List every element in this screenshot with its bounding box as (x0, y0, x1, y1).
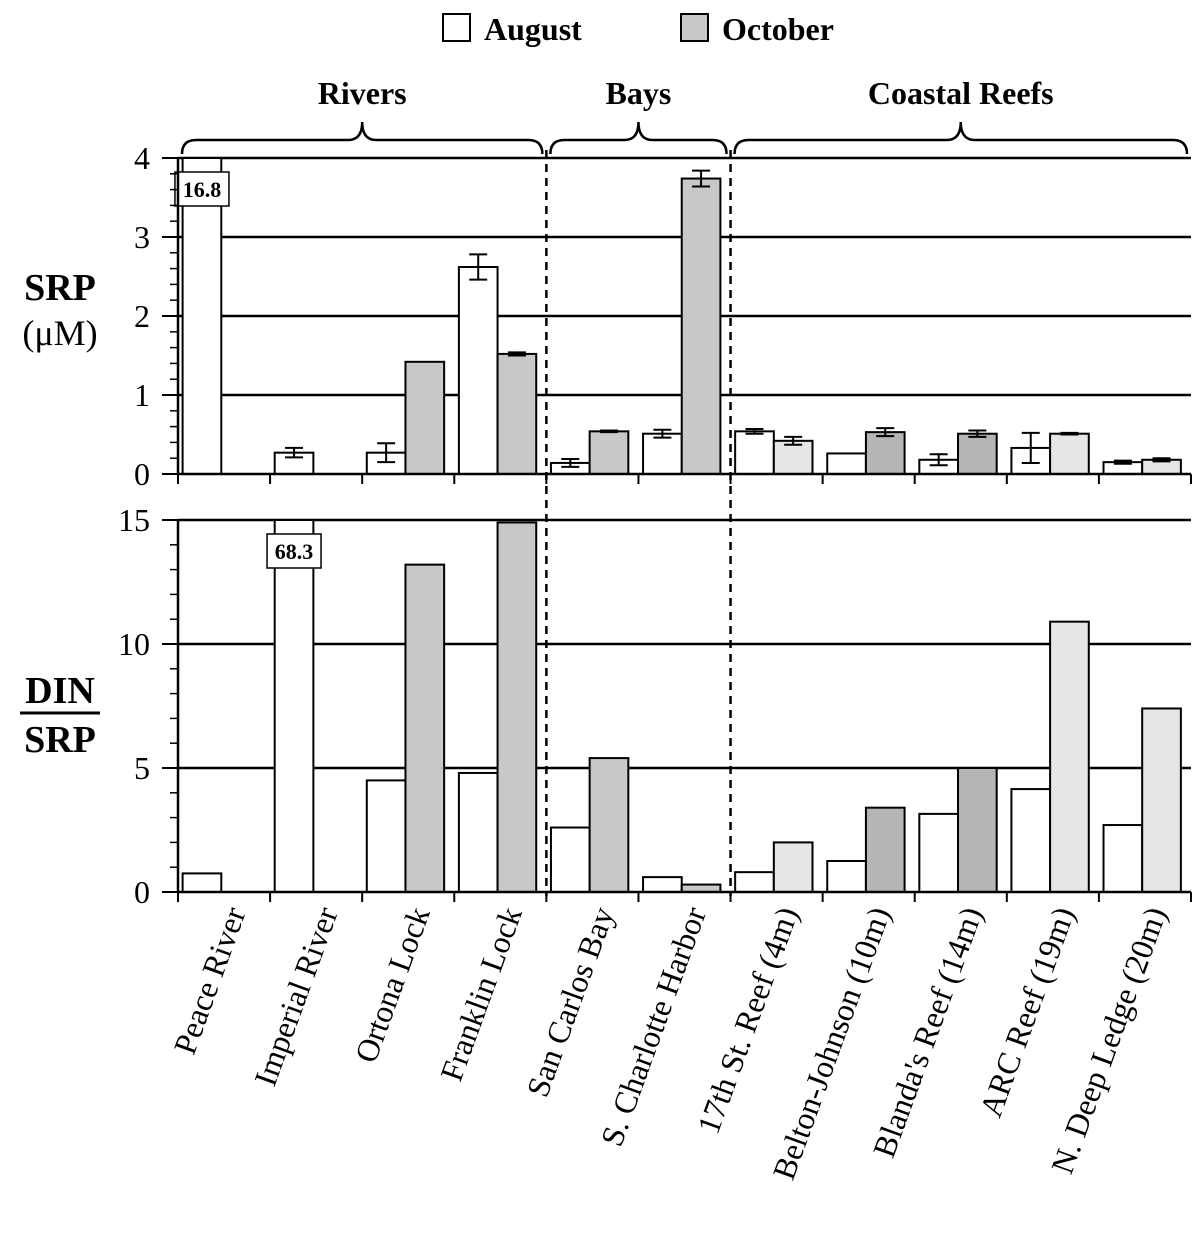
srp-y-tick-label: 1 (134, 377, 150, 413)
srp-panel: 16.8 0 1 2 3 4 SRP (μM) (22, 140, 1192, 492)
srp-y-tick-label: 4 (134, 140, 150, 176)
srp-error-bar-august-s-charlotte-harbor (653, 428, 672, 439)
legend-august-label: August (484, 11, 582, 47)
din-srp-bar-august-belton-johnson-10m (826, 860, 867, 893)
category-label-arc-reef-19m: ARC Reef (19m) (972, 902, 1081, 1121)
srp-error-bar-october-s-charlotte-harbor (692, 169, 711, 188)
srp-error-bar-october-belton-johnson-10m (876, 427, 895, 438)
category-label-17th-st-reef-4m: 17th St. Reef (4m) (690, 902, 805, 1138)
din-srp-bar-august-17th-st-reef-4m (734, 871, 775, 893)
srp-bar-october-blanda-s-reef-14m (957, 432, 998, 475)
srp-error-bar-october-san-carlos-bay (599, 429, 618, 434)
din-srp-y-tick-label: 15 (118, 502, 150, 538)
srp-error-bar-october-n-deep-ledge-20m (1152, 457, 1171, 463)
srp-error-bar-august-17th-st-reef-4m (745, 427, 764, 435)
category-label-franklin-lock: Franklin Lock (433, 902, 529, 1086)
srp-error-bar-august-franklin-lock (469, 253, 488, 281)
din-srp-bar-august-ortona-lock (365, 779, 407, 894)
din-srp-bar-august-arc-reef-19m (1010, 788, 1052, 894)
din-srp-ylabel-numerator: DIN (25, 670, 95, 712)
legend: August October (442, 11, 834, 47)
srp-error-bar-october-arc-reef-19m (1060, 431, 1079, 436)
srp-error-bar-august-ortona-lock (377, 442, 396, 464)
srp-bar-october-san-carlos-bay (588, 430, 630, 475)
din-srp-bar-august-n-deep-ledge-20m (1102, 824, 1144, 893)
srp-error-bar-august-blanda-s-reef-14m (929, 453, 948, 467)
din-srp-bar-october-n-deep-ledge-20m (1141, 707, 1182, 893)
din-srp-bar-october-blanda-s-reef-14m (957, 767, 998, 893)
din-srp-offscale-value-label: 68.3 (266, 533, 322, 569)
din-srp-bars: 68.3 (181, 519, 1182, 894)
category-label-imperial-river: Imperial River (247, 902, 345, 1091)
category-label-ortona-lock: Ortona Lock (347, 902, 436, 1067)
din-srp-ylabel-denominator: SRP (24, 719, 96, 761)
din-srp-bar-october-belton-johnson-10m (864, 806, 906, 893)
legend-august-swatch (442, 13, 471, 42)
srp-error-bar-august-arc-reef-19m (1021, 431, 1040, 464)
din-srp-bar-october-arc-reef-19m (1049, 620, 1090, 893)
srp-bar-august-17th-st-reef-4m (734, 430, 775, 475)
srp-ylabel: SRP (24, 267, 96, 309)
din-srp-bar-august-imperial-river (273, 519, 315, 893)
srp-bar-october-franklin-lock (496, 352, 538, 476)
srp-bar-october-arc-reef-19m (1049, 432, 1090, 475)
din-srp-y-tick-label: 5 (134, 750, 150, 786)
din-srp-bar-october-franklin-lock (496, 521, 538, 893)
din-srp-axis: 0 5 10 15 (118, 502, 1192, 910)
group-label-rivers: Rivers (318, 75, 407, 111)
group-label-coastal-reefs: Coastal Reefs (868, 75, 1054, 111)
group-label-bays: Bays (606, 75, 672, 111)
din-srp-bar-october-17th-st-reef-4m (772, 841, 814, 894)
din-srp-bar-august-san-carlos-bay (549, 826, 591, 894)
din-srp-bar-august-blanda-s-reef-14m (918, 812, 960, 894)
srp-error-bar-october-blanda-s-reef-14m (968, 429, 987, 438)
srp-bars: 16.8 (174, 157, 1182, 476)
din-srp-bar-october-ortona-lock (404, 563, 446, 893)
category-label-peace-river: Peace River (166, 902, 253, 1059)
srp-bar-october-ortona-lock (404, 360, 446, 476)
group-brace-coastal-reefs (733, 121, 1189, 155)
din-srp-y-tick-label: 10 (118, 626, 150, 662)
srp-bar-october-s-charlotte-harbor (680, 177, 722, 475)
srp-bar-october-17th-st-reef-4m (772, 439, 814, 476)
legend-october-label: October (722, 11, 834, 47)
din-srp-bar-august-peace-river (181, 872, 223, 894)
legend-october-swatch (680, 13, 709, 42)
group-braces: Rivers Bays Coastal Reefs (180, 75, 1189, 155)
category-label-san-carlos-bay: San Carlos Bay (519, 902, 621, 1101)
din-srp-bar-august-s-charlotte-harbor (642, 876, 683, 893)
srp-y-tick-label: 3 (134, 219, 150, 255)
din-srp-gridlines (178, 518, 1191, 770)
srp-error-bar-october-franklin-lock (507, 351, 526, 357)
srp-bar-october-belton-johnson-10m (864, 431, 906, 476)
srp-error-bar-august-imperial-river (285, 446, 304, 459)
srp-y-tick-label: 0 (134, 456, 150, 492)
srp-error-bar-august-n-deep-ledge-20m (1113, 459, 1132, 465)
srp-y-tick-label: 2 (134, 298, 150, 334)
din-srp-bar-august-franklin-lock (457, 771, 499, 894)
srp-error-bar-august-san-carlos-bay (561, 457, 580, 468)
din-srp-panel: 68.3 0 5 10 15 DIN SRP (20, 502, 1192, 910)
din-srp-bar-october-san-carlos-bay (588, 757, 630, 894)
group-brace-rivers (180, 121, 544, 155)
srp-error-bar-october-17th-st-reef-4m (784, 435, 803, 446)
srp-bar-august-peace-river (181, 157, 223, 475)
srp-bar-august-belton-johnson-10m (826, 452, 867, 475)
group-brace-bays (549, 121, 728, 155)
srp-ylabel-unit: (μM) (22, 313, 97, 353)
svg-text:68.3: 68.3 (275, 539, 314, 564)
svg-text:16.8: 16.8 (183, 177, 222, 202)
din-srp-y-tick-label: 0 (134, 874, 150, 910)
srp-bar-august-s-charlotte-harbor (642, 432, 683, 475)
srp-bar-august-franklin-lock (457, 266, 499, 475)
srp-offscale-value-label: 16.8 (174, 171, 230, 207)
group-dividers (545, 150, 732, 896)
